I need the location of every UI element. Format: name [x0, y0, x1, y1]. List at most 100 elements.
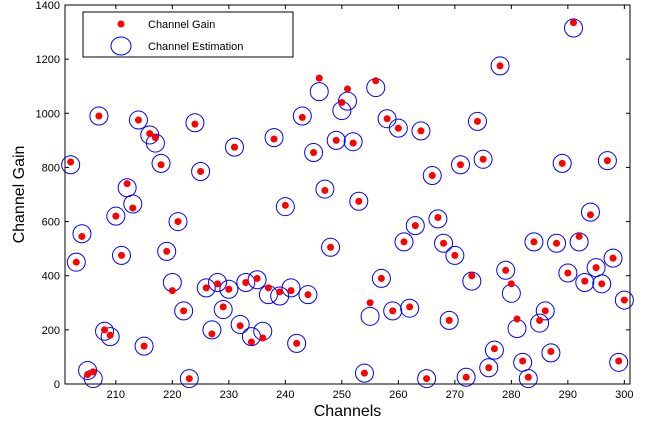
channel-gain-point [332, 136, 340, 144]
channel-gain-point [457, 161, 464, 169]
channel-gain-point [496, 62, 504, 70]
channel-estimation-point [128, 110, 148, 130]
channel-gain-point [468, 272, 476, 280]
channel-gain-point [185, 375, 193, 383]
channel-estimation-point [304, 143, 324, 163]
channel-gain-point [423, 375, 431, 383]
channel-gain-point [134, 116, 142, 124]
channel-gain-point [620, 296, 628, 304]
channel-estimation-point [236, 272, 256, 292]
plot-frame [64, 4, 631, 385]
channel-gain-point [389, 307, 397, 315]
channel-gain-point [180, 307, 188, 315]
x-axis-ticks: 210 220 230 240 250 260 270 280 290 300 [107, 5, 634, 401]
channel-gain-point [310, 149, 318, 157]
channel-gain-point [129, 204, 137, 212]
channel-gain-point [327, 243, 335, 251]
channel-estimation-point [326, 130, 346, 150]
x-tick-label: 220 [163, 389, 181, 401]
channel-gain-point [293, 339, 301, 347]
channel-gain-point [298, 113, 306, 121]
x-tick-label: 210 [107, 389, 125, 401]
channel-gain-point [72, 258, 80, 266]
channel-estimation-point [592, 274, 612, 294]
channel-gain-point [417, 127, 425, 135]
channel-gain-point [253, 274, 261, 282]
legend-label-channel-gain: Channel Gain [148, 19, 215, 31]
y-tick-label: 600 [42, 217, 60, 229]
channel-estimation-point [400, 298, 420, 318]
channel-estimation-point [95, 321, 115, 341]
channel-gain-point [355, 197, 363, 205]
channel-estimation-point [309, 82, 329, 102]
channel-estimation-point [518, 369, 538, 389]
channel-gain-point [366, 299, 374, 307]
y-axis-label: Channel Gain [11, 146, 28, 244]
channel-gain-point [400, 238, 408, 246]
channel-gain-point [236, 322, 244, 330]
channel-estimation-point [434, 233, 454, 253]
channel-estimation-point [151, 153, 171, 173]
channel-gain-point [225, 285, 233, 293]
channel-gain-point [276, 288, 284, 296]
channel-estimation-point [552, 153, 572, 173]
channel-gain-point [208, 330, 216, 338]
channel-gain-point [434, 214, 442, 222]
y-tick-label: 800 [42, 162, 60, 174]
channel-gain-point [519, 357, 527, 365]
y-tick-label: 1000 [36, 108, 60, 120]
channel-gain-point [231, 143, 238, 151]
channel-gain-point [479, 155, 487, 163]
channel-estimation-point [603, 248, 623, 268]
channel-estimation-point [411, 121, 431, 141]
channel-gain-point [485, 364, 493, 372]
channel-gain-point [609, 254, 617, 262]
channel-gain-point [270, 135, 278, 143]
channel-gain-point [84, 371, 92, 379]
channel-estimation-point [354, 363, 374, 383]
channel-estimation-point [394, 232, 414, 252]
channel-estimation-point [541, 343, 561, 363]
channel-estimation-point [264, 128, 284, 148]
channel-gain-point [558, 159, 566, 167]
channel-gain-point [564, 269, 572, 277]
channel-estimation-point [456, 367, 476, 387]
channel-estimation-point [422, 166, 442, 186]
channel-gain-point [440, 239, 448, 247]
channel-gain-point [191, 120, 199, 128]
channel-gain-point [321, 186, 329, 194]
channel-gain-point [349, 139, 357, 147]
channel-estimation-point [597, 151, 617, 171]
channel-estimation-point [134, 336, 154, 356]
channel-estimation-point [247, 270, 267, 290]
y-tick-label: 1200 [36, 54, 60, 66]
channel-gain-point [247, 338, 255, 346]
channel-estimation-point [275, 197, 295, 217]
y-tick-label: 400 [42, 271, 60, 283]
channel-estimation-point [462, 271, 482, 291]
chart-marks [61, 18, 634, 389]
channel-estimation-point [569, 232, 589, 252]
channel-gain-point [174, 218, 182, 226]
channel-gain-point [547, 348, 555, 356]
channel-gain-point [502, 266, 510, 274]
channel-gain-point [89, 368, 97, 376]
channel-gain-point [287, 287, 295, 295]
channel-estimation-point [145, 133, 165, 153]
channel-gain-point [214, 280, 222, 288]
channel-estimation-point [479, 358, 499, 378]
channel-estimation-point [564, 18, 583, 38]
channel-gain-point [586, 211, 594, 219]
channel-estimation-point [321, 237, 341, 257]
channel-estimation-point [100, 327, 120, 347]
channel-estimation-point [298, 285, 318, 305]
channel-gain-point [118, 251, 125, 259]
channel-estimation-point [371, 268, 391, 288]
channel-gain-point [592, 264, 600, 272]
x-tick-label: 300 [615, 389, 633, 401]
channel-gain-point [151, 134, 159, 142]
channel-gain-point [163, 247, 171, 255]
x-tick-label: 280 [502, 389, 520, 401]
channel-estimation-point [473, 149, 493, 169]
